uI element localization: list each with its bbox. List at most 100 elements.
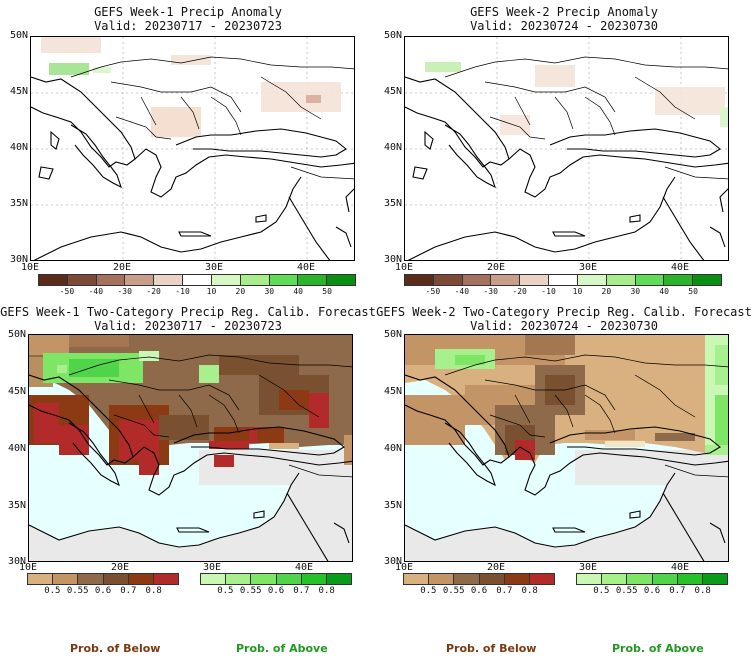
colorbar-swatch xyxy=(154,275,184,285)
panel-valid-dates: Valid: 20230724 - 20230730 xyxy=(470,319,658,333)
colorbar-tick-label: 40 xyxy=(659,287,669,296)
prob-below-colorbar xyxy=(403,573,555,585)
colorbar-swatch xyxy=(67,275,97,285)
lat-label: 30N xyxy=(383,254,402,265)
anomaly-colorbar xyxy=(404,274,722,286)
lon-label: 30E xyxy=(202,562,222,573)
colorbar-swatch xyxy=(462,275,492,285)
lon-label: 20E xyxy=(110,562,130,573)
panel-week1-anomaly: GEFS Week-1 Precip Anomaly Valid: 202307… xyxy=(0,0,376,300)
colorbar-tick-label: -20 xyxy=(146,287,161,296)
lon-label: 10E xyxy=(20,262,40,273)
anomaly-map-week1 xyxy=(30,36,355,261)
colorbar-tick-label: -40 xyxy=(454,287,470,296)
panel-title: GEFS Week-1 Precip Anomaly xyxy=(94,5,282,19)
prob-above-colorbar xyxy=(200,573,352,585)
colorbar-swatch xyxy=(577,275,607,285)
lat-label: 45N xyxy=(383,86,402,97)
lon-label: 20E xyxy=(486,562,506,573)
colorbar-swatch xyxy=(627,574,653,584)
lat-label: 45N xyxy=(7,386,26,397)
colorbar-swatch xyxy=(652,574,678,584)
lat-label: 50N xyxy=(7,329,26,340)
colorbar-tick-label: 0.8 xyxy=(694,586,711,596)
colorbar-tick-label: 0.6 xyxy=(94,586,112,596)
colorbar-swatch xyxy=(39,275,68,285)
colorbar-tick-label: 0.6 xyxy=(643,586,661,596)
colorbar-tick-label: 0.55 xyxy=(66,586,89,596)
colorbar-swatch xyxy=(240,275,270,285)
lat-label: 40N xyxy=(9,142,28,153)
panel-valid-dates: Valid: 20230717 - 20230723 xyxy=(94,319,282,333)
colorbar-swatch xyxy=(491,275,521,285)
panel-week2-anomaly: GEFS Week-2 Precip Anomaly Valid: 202307… xyxy=(376,0,752,300)
colorbar-swatch xyxy=(96,275,126,285)
colorbar-swatch xyxy=(211,275,241,285)
colorbar-tick-label: 0.8 xyxy=(521,586,538,596)
colorbar-tick-label: 20 xyxy=(235,287,246,296)
footer-prob-below-label: Prob. of Below xyxy=(70,642,161,655)
lon-label: 20E xyxy=(112,262,132,273)
lon-label: 40E xyxy=(294,562,314,573)
lat-label: 45N xyxy=(9,86,28,97)
colorbar-swatch xyxy=(276,574,302,584)
lon-label: 30E xyxy=(578,262,598,273)
colorbar-swatch xyxy=(606,275,636,285)
colorbar-tick-label: 10 xyxy=(572,287,583,296)
colorbar-swatch xyxy=(529,574,555,584)
colorbar-swatch xyxy=(479,574,505,584)
lat-label: 50N xyxy=(383,30,402,41)
panel-week1-probability: GEFS Week-1 Two-Category Precip Reg. Cal… xyxy=(0,300,376,600)
colorbar-tick-label: 0.55 xyxy=(239,586,262,596)
colorbar-tick-label: 0.6 xyxy=(267,586,285,596)
colorbar-tick-label: 0.6 xyxy=(470,586,488,596)
colorbar-swatch xyxy=(128,574,154,584)
colorbar-tick-label: 30 xyxy=(630,287,641,296)
colorbar-tick-label: 0.5 xyxy=(420,586,437,596)
colorbar-tick-label: 30 xyxy=(264,287,275,296)
colorbar-swatch xyxy=(602,574,628,584)
colorbar-swatch xyxy=(53,574,79,584)
colorbar-tick-label: 0.7 xyxy=(669,586,686,596)
colorbar-swatch xyxy=(326,574,352,584)
colorbar-swatch xyxy=(103,574,129,584)
colorbar-swatch xyxy=(404,574,430,584)
colorbar-swatch xyxy=(269,275,299,285)
lat-label: 30N xyxy=(9,254,28,265)
colorbar-tick-label: 0.5 xyxy=(217,586,234,596)
panel-valid-dates: Valid: 20230724 - 20230730 xyxy=(470,19,658,33)
colorbar-tick-label: 0.7 xyxy=(120,586,137,596)
colorbar-swatch xyxy=(549,275,578,285)
lat-label: 30N xyxy=(7,556,26,567)
colorbar-swatch xyxy=(327,275,355,285)
colorbar-swatch xyxy=(153,574,179,584)
colorbar-swatch xyxy=(635,275,665,285)
prob-above-colorbar xyxy=(576,573,728,585)
anomaly-colorbar xyxy=(38,274,356,286)
colorbar-swatch xyxy=(226,574,252,584)
lon-label: 10E xyxy=(394,262,414,273)
lon-label: 20E xyxy=(486,262,506,273)
footer-prob-above-label: Prob. of Above xyxy=(236,642,328,655)
footer-prob-above-label: Prob. of Above xyxy=(612,642,704,655)
lat-label: 35N xyxy=(9,198,28,209)
colorbar-tick-label: -30 xyxy=(483,287,498,296)
lat-label: 40N xyxy=(7,443,26,454)
lat-label: 50N xyxy=(383,329,402,340)
colorbar-swatch xyxy=(693,275,721,285)
colorbar-tick-label: 0.8 xyxy=(318,586,335,596)
colorbar-swatch xyxy=(28,574,54,584)
colorbar-tick-label: 0.55 xyxy=(442,586,465,596)
colorbar-swatch xyxy=(301,574,327,584)
lon-label: 30E xyxy=(578,562,598,573)
colorbar-tick-label: 20 xyxy=(601,287,612,296)
panel-valid-dates: Valid: 20230717 - 20230723 xyxy=(94,19,282,33)
lat-label: 45N xyxy=(383,386,402,397)
footer-prob-below-label: Prob. of Below xyxy=(446,642,537,655)
lon-label: 40E xyxy=(296,262,316,273)
colorbar-swatch xyxy=(78,574,104,584)
colorbar-tick-label: -10 xyxy=(541,287,556,296)
probability-map-week1 xyxy=(28,334,353,562)
colorbar-swatch xyxy=(677,574,703,584)
colorbar-swatch xyxy=(251,574,277,584)
